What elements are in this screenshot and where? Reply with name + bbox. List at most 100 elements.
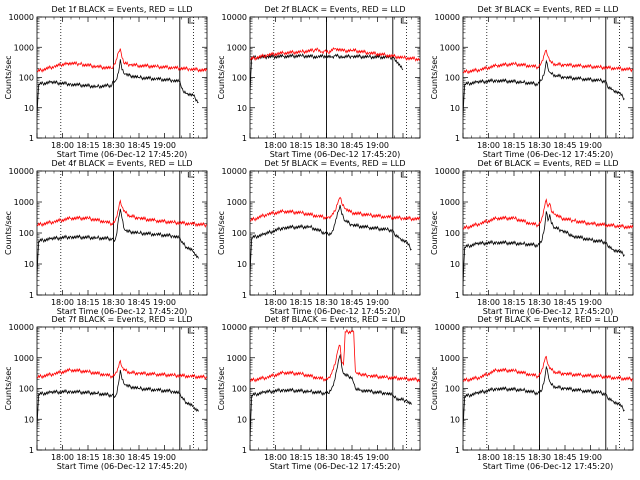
- y-axis-label: Counts/sec: [430, 366, 439, 410]
- y-tick-label: 100: [19, 229, 34, 238]
- x-tick-label: 18:15: [76, 298, 99, 307]
- events-series-line: [463, 59, 625, 117]
- y-tick-label: 100: [232, 229, 247, 238]
- y-tick-label: 1000: [440, 43, 460, 52]
- x-tick-label: 18:00: [51, 141, 74, 150]
- x-axis-label: Start Time (06-Dec-12 17:45:20): [270, 462, 401, 471]
- y-axis-label: Counts/sec: [430, 211, 439, 255]
- panel-9: Det 9f BLACK = Events, RED = LLD 1 10 100 10…: [430, 315, 634, 471]
- x-tick-label: 18:00: [477, 453, 500, 462]
- panel-6: Det 6f BLACK = Events, RED = LLD 1 10 100 10…: [430, 159, 634, 316]
- y-tick-label: 1000: [440, 354, 460, 363]
- y-tick-label: 1: [29, 446, 34, 455]
- x-tick-label: 19:00: [579, 298, 602, 307]
- y-axis-label: Counts/sec: [217, 211, 226, 255]
- panel-title: Det 8f BLACK = Events, RED = LLD: [264, 315, 405, 324]
- x-tick-label: 18:15: [502, 298, 525, 307]
- x-tick-label: 19:00: [366, 298, 389, 307]
- panel-title: Det 5f BLACK = Events, RED = LLD: [264, 159, 405, 168]
- plot-frame: [36, 16, 208, 139]
- x-tick-label: 19:00: [153, 141, 176, 150]
- y-tick-label: 10000: [435, 13, 460, 22]
- lld-series-line: [37, 199, 207, 228]
- y-tick-label: 10000: [9, 167, 34, 176]
- y-tick-label: 1: [242, 446, 247, 455]
- y-tick-label: 1000: [14, 354, 34, 363]
- x-axis-label: Start Time (06-Dec-12 17:45:20): [483, 462, 614, 471]
- corner-mark: [613, 172, 621, 178]
- plot-frame: [36, 170, 208, 296]
- y-axis-label: Counts/sec: [430, 55, 439, 99]
- x-tick-label: 18:45: [340, 141, 363, 150]
- y-tick-label: 100: [19, 74, 34, 83]
- x-axis-label: Start Time (06-Dec-12 17:45:20): [483, 150, 614, 159]
- x-tick-label: 18:30: [528, 298, 551, 307]
- events-series-line: [463, 211, 625, 286]
- panel-title: Det 1f BLACK = Events, RED = LLD: [51, 5, 192, 14]
- x-tick-label: 18:45: [340, 453, 363, 462]
- corner-mark: [400, 18, 408, 24]
- panel-title: Det 4f BLACK = Events, RED = LLD: [51, 159, 192, 168]
- x-axis-label: Start Time (06-Dec-12 17:45:20): [270, 150, 401, 159]
- y-tick-label: 1: [455, 134, 460, 143]
- x-tick-label: 18:15: [76, 453, 99, 462]
- events-series-line: [250, 53, 404, 94]
- x-tick-label: 18:00: [264, 298, 287, 307]
- panel-4: Det 4f BLACK = Events, RED = LLD 1 10 100 10…: [4, 159, 208, 316]
- x-axis-label: Start Time (06-Dec-12 17:45:20): [57, 150, 188, 159]
- x-tick-label: 18:15: [289, 453, 312, 462]
- y-tick-label: 10: [450, 415, 460, 424]
- x-tick-label: 18:15: [289, 141, 312, 150]
- y-tick-label: 100: [19, 385, 34, 394]
- y-tick-label: 1000: [227, 354, 247, 363]
- x-tick-label: 18:15: [502, 141, 525, 150]
- y-tick-label: 1: [29, 134, 34, 143]
- x-axis-label: Start Time (06-Dec-12 17:45:20): [57, 307, 188, 316]
- y-axis-label: Counts/sec: [4, 55, 13, 99]
- panel-7: Det 7f BLACK = Events, RED = LLD 1 10 100 10…: [4, 315, 208, 471]
- y-tick-label: 10: [450, 104, 460, 113]
- y-tick-label: 1: [29, 291, 34, 300]
- x-tick-label: 18:30: [315, 453, 338, 462]
- x-tick-label: 19:00: [153, 298, 176, 307]
- x-tick-label: 18:15: [289, 298, 312, 307]
- x-tick-label: 18:45: [553, 298, 576, 307]
- events-series-line: [37, 208, 199, 277]
- y-axis-label: Counts/sec: [4, 211, 13, 255]
- x-axis-label: Start Time (06-Dec-12 17:45:20): [57, 462, 188, 471]
- x-tick-label: 18:00: [477, 141, 500, 150]
- lld-series-line: [250, 46, 420, 62]
- y-tick-label: 1000: [14, 198, 34, 207]
- y-tick-label: 10: [24, 415, 34, 424]
- corner-mark: [400, 172, 408, 178]
- y-tick-label: 10: [237, 104, 247, 113]
- events-series-line: [37, 59, 199, 117]
- panel-8: Det 8f BLACK = Events, RED = LLD 1 10 100 10…: [217, 315, 421, 471]
- plot-frame: [249, 16, 421, 139]
- x-tick-label: 18:45: [127, 453, 150, 462]
- y-tick-label: 1: [242, 134, 247, 143]
- x-tick-label: 18:45: [127, 298, 150, 307]
- y-axis-label: Counts/sec: [4, 366, 13, 410]
- x-tick-label: 18:30: [102, 298, 125, 307]
- lld-series-line: [37, 48, 207, 73]
- x-tick-label: 18:45: [553, 453, 576, 462]
- y-tick-label: 10000: [9, 323, 34, 332]
- y-tick-label: 10000: [435, 323, 460, 332]
- y-tick-label: 1000: [227, 43, 247, 52]
- panel-2: Det 2f BLACK = Events, RED = LLD 1 10 100 10…: [217, 5, 421, 159]
- corner-mark: [187, 18, 195, 24]
- x-tick-label: 19:00: [579, 141, 602, 150]
- panel-title: Det 9f BLACK = Events, RED = LLD: [477, 315, 618, 324]
- y-tick-label: 1: [455, 446, 460, 455]
- y-tick-label: 10: [24, 104, 34, 113]
- y-tick-label: 100: [445, 229, 460, 238]
- x-tick-label: 19:00: [153, 453, 176, 462]
- panel-title: Det 3f BLACK = Events, RED = LLD: [477, 5, 618, 14]
- x-axis-label: Start Time (06-Dec-12 17:45:20): [270, 307, 401, 316]
- lld-series-line: [463, 49, 633, 75]
- plot-frame: [462, 170, 634, 296]
- panel-5: Det 5f BLACK = Events, RED = LLD 1 10 100 10…: [217, 159, 421, 316]
- x-tick-label: 18:15: [76, 141, 99, 150]
- x-tick-label: 18:30: [528, 141, 551, 150]
